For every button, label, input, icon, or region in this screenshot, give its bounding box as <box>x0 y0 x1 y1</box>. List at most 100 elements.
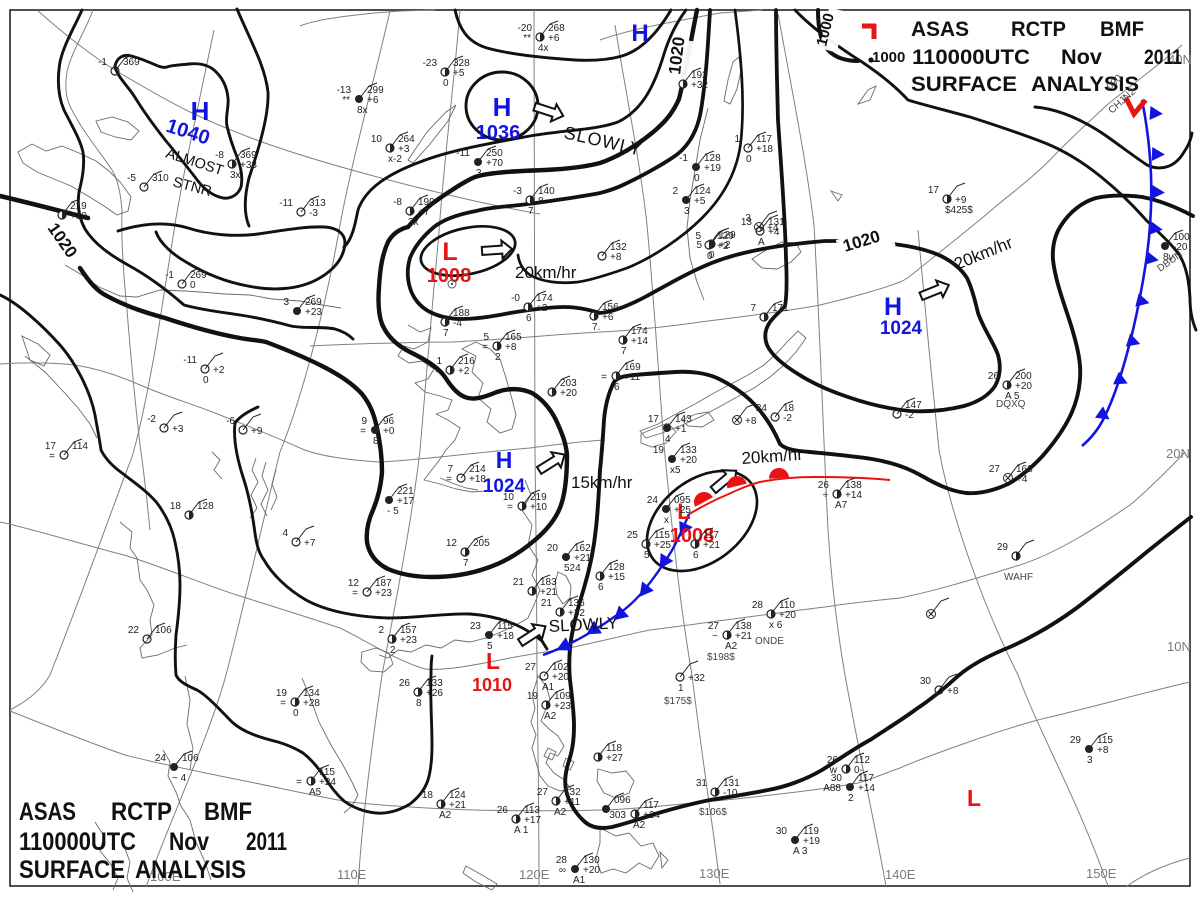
svg-text:6: 6 <box>526 313 532 324</box>
svg-text:132: 132 <box>610 242 627 253</box>
svg-text:-2: -2 <box>147 414 156 425</box>
svg-text:x 6: x 6 <box>769 620 783 631</box>
svg-text:299: 299 <box>367 85 384 96</box>
svg-text:26: 26 <box>497 805 509 816</box>
svg-text:A7: A7 <box>835 500 848 511</box>
svg-text:4: 4 <box>282 528 288 539</box>
svg-text:1036: 1036 <box>476 122 521 144</box>
svg-text:26: 26 <box>988 371 1000 382</box>
svg-text:-20: -20 <box>518 23 533 34</box>
svg-text:x: x <box>664 515 669 526</box>
svg-text:113: 113 <box>524 805 540 816</box>
svg-text:+4: +4 <box>1016 474 1028 485</box>
svg-text:162: 162 <box>574 543 591 554</box>
svg-text:-11: -11 <box>456 148 470 159</box>
svg-text:7: 7 <box>463 558 469 569</box>
svg-text:18: 18 <box>170 501 182 512</box>
svg-text:+19: +19 <box>704 163 721 174</box>
svg-text:+21: +21 <box>449 800 466 811</box>
svg-text:H: H <box>496 447 513 473</box>
svg-text:21: 21 <box>513 577 525 588</box>
svg-text:+24: +24 <box>643 810 660 821</box>
svg-text:A2: A2 <box>544 711 557 722</box>
svg-text:+26: +26 <box>426 688 443 699</box>
svg-text:174: 174 <box>631 326 648 337</box>
svg-text:26: 26 <box>827 755 839 766</box>
svg-text:-1: -1 <box>165 270 174 281</box>
svg-text:A1: A1 <box>573 875 586 886</box>
svg-text:x5: x5 <box>670 465 681 476</box>
svg-text:0: 0 <box>694 173 700 184</box>
svg-text:128: 128 <box>704 153 721 164</box>
svg-text:1008: 1008 <box>670 525 715 547</box>
svg-text:+18: +18 <box>497 631 514 642</box>
svg-text:20km/hr: 20km/hr <box>741 445 804 468</box>
svg-text:+2: +2 <box>717 241 729 252</box>
svg-text:26: 26 <box>818 480 830 491</box>
svg-text:A2: A2 <box>554 807 567 818</box>
svg-text:17: 17 <box>928 185 940 196</box>
svg-text:124: 124 <box>449 790 466 801</box>
svg-text:-1: -1 <box>679 153 688 164</box>
svg-text:A: A <box>758 237 765 248</box>
svg-text:187: 187 <box>375 578 392 589</box>
svg-text:+2: +2 <box>458 366 470 377</box>
svg-text:112: 112 <box>854 755 870 766</box>
svg-text:128: 128 <box>197 501 214 512</box>
svg-text:110000UTC: 110000UTC <box>19 828 136 856</box>
svg-text:264: 264 <box>398 134 415 145</box>
svg-text:A 3: A 3 <box>793 846 808 857</box>
svg-text:A2: A2 <box>633 820 646 831</box>
svg-text:5: 5 <box>483 332 489 343</box>
svg-text:369: 369 <box>123 57 140 68</box>
svg-text:+20: +20 <box>560 388 577 399</box>
svg-text:26: 26 <box>399 678 411 689</box>
svg-text:+25: +25 <box>674 505 691 516</box>
svg-text:+70: +70 <box>486 158 503 169</box>
svg-text:10N: 10N <box>1167 639 1191 654</box>
svg-text:=: = <box>601 372 607 383</box>
svg-text:118: 118 <box>606 743 622 754</box>
svg-text:24: 24 <box>647 495 659 506</box>
svg-text:+15: +15 <box>608 572 625 583</box>
svg-text:216: 216 <box>458 356 475 367</box>
svg-text:+11: +11 <box>624 372 641 383</box>
svg-text:192: 192 <box>691 70 708 81</box>
svg-text:2: 2 <box>848 793 854 804</box>
svg-text:313: 313 <box>309 198 326 209</box>
svg-text:205: 205 <box>473 538 490 549</box>
svg-text:12: 12 <box>446 538 458 549</box>
svg-text:7: 7 <box>443 328 449 339</box>
svg-text:165: 165 <box>505 332 522 343</box>
svg-text:-1: -1 <box>98 57 107 68</box>
svg-text:+5: +5 <box>453 68 465 79</box>
svg-text:+32: +32 <box>568 608 585 619</box>
svg-text:6: 6 <box>598 582 604 593</box>
svg-text:+8: +8 <box>610 252 622 263</box>
svg-text:6: 6 <box>693 550 699 561</box>
svg-text:=: = <box>49 451 55 462</box>
svg-text:10: 10 <box>371 134 383 145</box>
svg-text:~: ~ <box>712 631 718 642</box>
svg-text:100E: 100E <box>150 869 181 884</box>
svg-text:+2: +2 <box>536 303 548 314</box>
svg-text:3: 3 <box>745 213 751 224</box>
svg-text:-3: -3 <box>309 208 318 219</box>
svg-text:303: 303 <box>609 810 626 821</box>
svg-text:110000UTC: 110000UTC <box>912 46 1030 69</box>
svg-text:147: 147 <box>905 400 922 411</box>
svg-text:∞: ∞ <box>559 865 566 876</box>
svg-text:+33: +33 <box>240 160 257 171</box>
svg-text:=: = <box>352 588 358 599</box>
svg-text:-11: -11 <box>279 198 293 209</box>
svg-text:+32: +32 <box>691 80 708 91</box>
svg-text:8x: 8x <box>357 105 368 116</box>
svg-text:H: H <box>884 293 902 321</box>
svg-text:+28: +28 <box>303 698 320 709</box>
svg-text:A5: A5 <box>309 787 322 798</box>
svg-text:143: 143 <box>675 414 692 425</box>
svg-text:0-: 0- <box>854 765 863 776</box>
svg-text:5: 5 <box>695 231 701 242</box>
svg-text:+4: +4 <box>768 227 780 238</box>
svg-text:$106$: $106$ <box>699 807 727 818</box>
